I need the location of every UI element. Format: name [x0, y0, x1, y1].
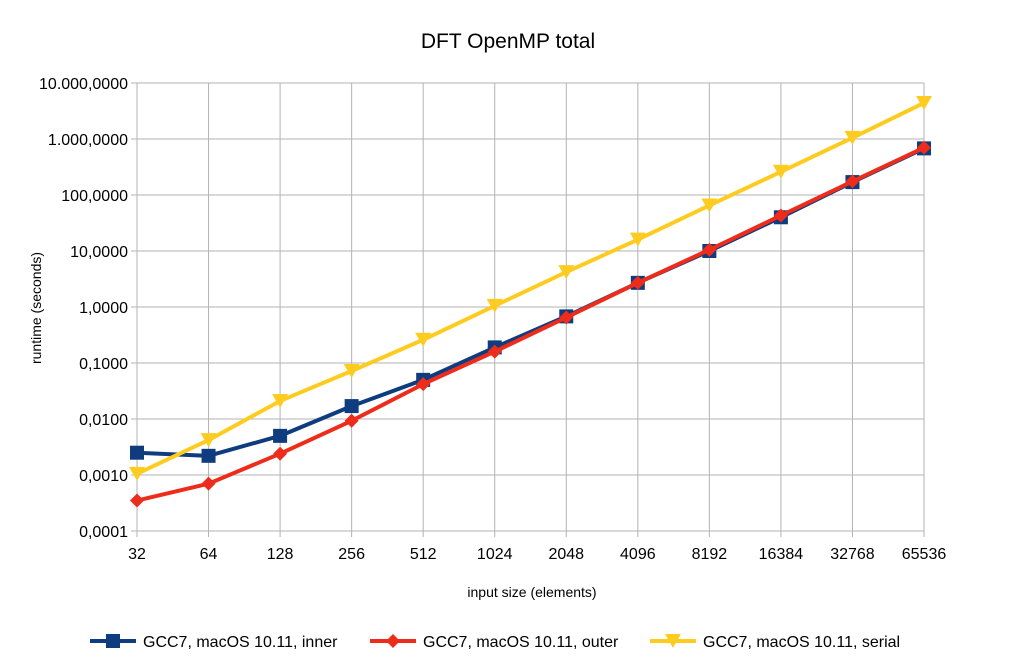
legend-entry: GCC7, macOS 10.11, inner [90, 634, 338, 651]
y-tick-label: 0,0100 [79, 412, 128, 429]
x-axis-title: input size (elements) [467, 584, 596, 600]
y-tick-label: 10.000,0000 [39, 76, 128, 93]
legend-label: GCC7, macOS 10.11, inner [143, 634, 338, 651]
y-tick-label: 0,1000 [79, 356, 128, 373]
legend: GCC7, macOS 10.11, inner GCC7, macOS 10.1… [90, 634, 900, 651]
data-point [344, 413, 359, 428]
y-tick-label: 100,0000 [61, 188, 128, 205]
x-tick-label: 512 [410, 546, 437, 563]
x-tick-label: 65536 [902, 546, 947, 563]
series-line [136, 101, 925, 476]
data-point [130, 493, 144, 508]
x-tick-label: 256 [338, 546, 365, 563]
x-tick-label: 16384 [759, 546, 804, 563]
data-point [416, 377, 431, 392]
data-point [558, 265, 575, 280]
x-tick-label: 4096 [620, 546, 656, 563]
data-point [629, 232, 646, 247]
legend-entry: GCC7, macOS 10.11, serial [650, 634, 900, 651]
data-point [917, 140, 931, 155]
data-point [415, 332, 432, 347]
data-point [772, 164, 789, 179]
x-tick-label: 32 [128, 546, 146, 563]
data-point [486, 298, 503, 313]
y-tick-label: 1,0000 [79, 300, 128, 317]
data-point [559, 310, 574, 325]
x-tick-label: 32768 [830, 546, 875, 563]
data-point [701, 198, 718, 213]
data-point [201, 448, 216, 463]
series-1 [130, 140, 931, 508]
series-line [136, 145, 925, 503]
data-point [702, 242, 717, 257]
data-point [273, 446, 288, 461]
legend-marker [386, 634, 400, 648]
data-point [844, 130, 861, 145]
data-point [201, 476, 216, 491]
data-point [129, 466, 145, 481]
data-point [273, 428, 288, 443]
y-axis-tick-labels: 0,0001 0,0010 0,0100 0,1000 1,0000 10,0000 100… [39, 76, 128, 541]
legend-label: GCC7, macOS 10.11, outer [423, 634, 619, 651]
x-tick-label: 64 [200, 546, 218, 563]
series-2 [129, 95, 932, 481]
data-point [487, 344, 502, 359]
y-axis-title: runtime (seconds) [28, 252, 44, 364]
data-point [130, 445, 144, 460]
y-tick-label: 10,0000 [70, 244, 128, 261]
legend-marker [106, 634, 120, 648]
data-point [343, 363, 360, 378]
y-tick-label: 0,0010 [79, 468, 128, 485]
data-point [916, 95, 932, 110]
y-tick-label: 1.000,0000 [48, 132, 128, 149]
legend-entry: GCC7, macOS 10.11, outer [370, 634, 619, 651]
x-tick-label: 8192 [692, 546, 728, 563]
y-tick-label: 0,0001 [79, 524, 128, 541]
x-tick-label: 128 [267, 546, 294, 563]
data-point [773, 208, 788, 223]
data-point [630, 275, 645, 290]
chart-title: DFT OpenMP total [421, 30, 595, 53]
legend-label: GCC7, macOS 10.11, serial [703, 634, 900, 651]
series-layer [129, 95, 932, 508]
data-point [272, 393, 289, 408]
x-tick-label: 2048 [548, 546, 584, 563]
data-point [344, 399, 359, 414]
x-axis-tick-labels: 32 64 128 256 512 1024 2048 4096 8192 16384 32768 6… [128, 546, 946, 563]
data-point [200, 433, 217, 448]
x-tick-label: 1024 [477, 546, 513, 563]
data-point [845, 174, 860, 189]
legend-marker [665, 634, 681, 648]
